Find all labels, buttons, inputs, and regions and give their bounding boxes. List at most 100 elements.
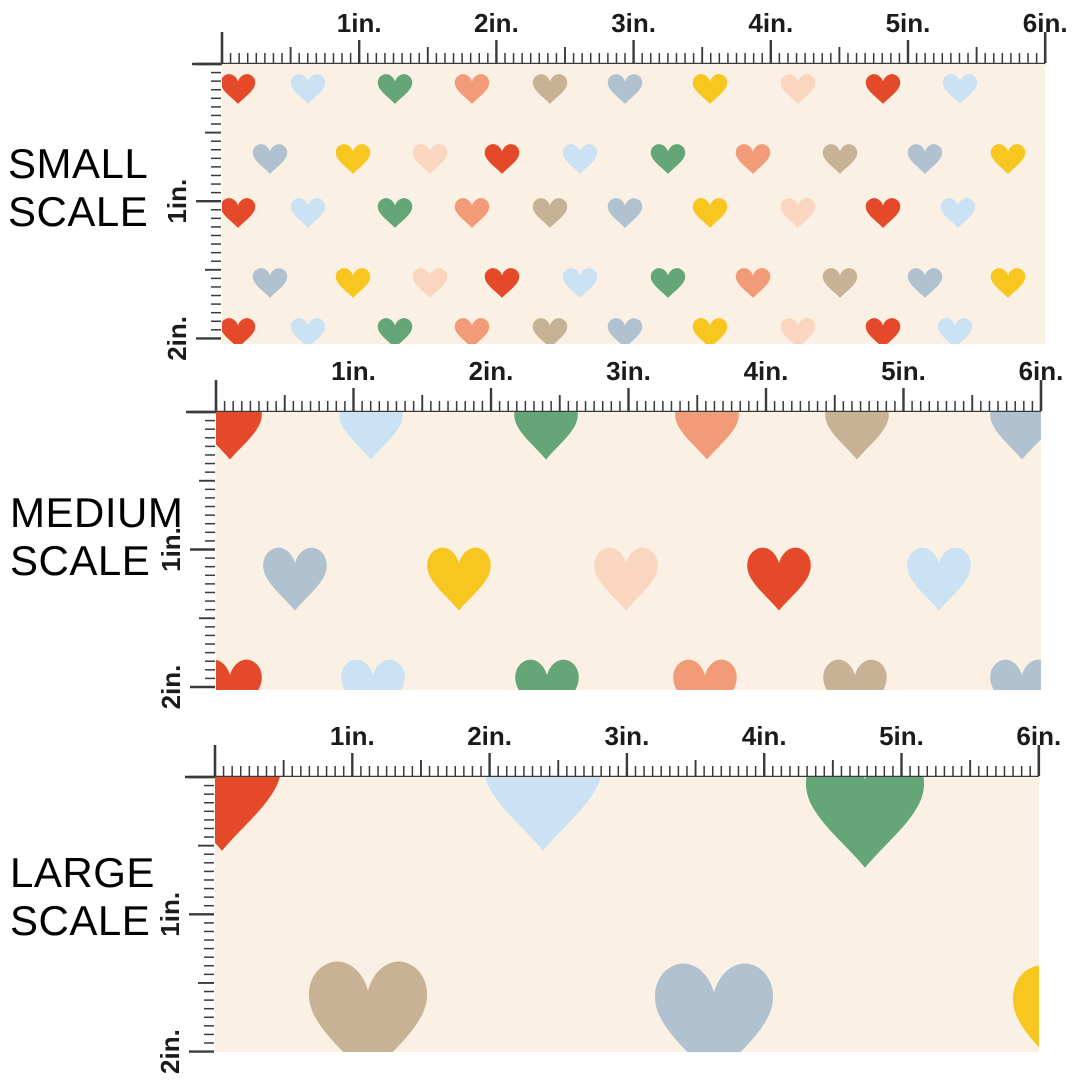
heart-shape-salmon [454, 73, 490, 104]
heart-shape-red [865, 197, 901, 228]
heart-shape-green [514, 412, 578, 460]
h-ruler-label: 1in. [337, 8, 382, 38]
heart-shape-yellow [692, 73, 728, 104]
heart-shape-red [216, 659, 262, 690]
h-ruler-label: 3in. [605, 721, 650, 751]
heart-shape-red [865, 73, 901, 104]
heart-shape-green [650, 267, 686, 298]
panel-title-line: SCALE [8, 188, 149, 235]
h-ruler-label: 6in. [1023, 8, 1068, 38]
h-ruler-label: 2in. [474, 8, 519, 38]
heart-shape-tan [532, 317, 568, 344]
small-scale-swatch [222, 64, 1046, 344]
h-ruler-label: 3in. [606, 356, 651, 386]
heart-shape-light_pink [780, 73, 816, 104]
heart-shape-yellow [335, 143, 371, 174]
heart-shape-light_pink [412, 143, 448, 174]
heart-shape-salmon [454, 197, 490, 228]
heart-shape-yellow [427, 547, 491, 611]
heart-shape-light_blue [562, 143, 598, 174]
v-ruler-label: 2in. [155, 1029, 185, 1074]
heart-shape-red [215, 777, 280, 851]
heart-shape-tan [309, 961, 427, 1052]
heart-shape-light_pink [412, 267, 448, 298]
panel-title-line: MEDIUM [10, 489, 184, 536]
heart-shape-gray_blue [655, 963, 773, 1052]
heart-shape-gray_blue [607, 73, 643, 104]
heart-shape-tan [822, 267, 858, 298]
medium-scale-swatch [216, 412, 1041, 690]
heart-shape-gray_blue [252, 267, 288, 298]
heart-shape-salmon [454, 317, 490, 344]
heart-shape-yellow [1013, 965, 1039, 1048]
heart-shape-green [515, 659, 579, 690]
h-ruler-label: 1in. [331, 356, 376, 386]
heart-shape-light_blue [290, 73, 326, 104]
heart-shape-green [377, 317, 413, 344]
heart-shape-green [806, 777, 924, 868]
panel-title-line: SCALE [10, 897, 151, 944]
heart-shape-light_blue [339, 412, 403, 460]
v-ruler-label: 2in. [156, 665, 186, 710]
heart-shape-salmon [673, 659, 737, 690]
heart-shape-green [377, 197, 413, 228]
heart-shape-tan [532, 197, 568, 228]
heart-shape-tan [823, 659, 887, 690]
h-ruler-label: 5in. [881, 356, 926, 386]
heart-shape-light_blue [942, 73, 978, 104]
heart-shape-red [222, 317, 256, 344]
heart-shape-gray_blue [907, 143, 943, 174]
medium-scale-title: MEDIUM SCALE [10, 489, 183, 585]
heart-shape-green [650, 143, 686, 174]
heart-shape-gray_blue [607, 197, 643, 228]
large-scale-swatch [215, 777, 1039, 1052]
h-ruler-label: 2in. [467, 721, 512, 751]
heart-shape-light_blue [485, 777, 601, 851]
h-ruler-label: 6in. [1016, 721, 1061, 751]
heart-shape-light_blue [940, 197, 976, 228]
heart-shape-gray_blue [607, 317, 643, 344]
v-ruler-label: 1in. [155, 892, 185, 937]
h-ruler-label: 4in. [748, 8, 793, 38]
heart-shape-tan [822, 143, 858, 174]
heart-shape-gray_blue [990, 659, 1041, 690]
v-ruler-label: 1in. [162, 179, 192, 224]
heart-shape-light_blue [290, 197, 326, 228]
heart-shape-salmon [735, 267, 771, 298]
heart-shape-red [865, 317, 901, 344]
panel-title-line: SMALL [8, 140, 149, 187]
h-ruler-label: 1in. [330, 721, 375, 751]
h-ruler-label: 6in. [1019, 356, 1064, 386]
heart-shape-light_blue [290, 317, 326, 344]
heart-shape-light_blue [907, 547, 971, 611]
heart-shape-yellow [692, 197, 728, 228]
h-ruler-label: 4in. [742, 721, 787, 751]
h-ruler-label: 5in. [879, 721, 924, 751]
heart-shape-light_blue [341, 659, 405, 690]
panel-title-line: LARGE [10, 849, 155, 896]
heart-shape-light_pink [594, 547, 658, 611]
heart-shape-salmon [675, 412, 739, 460]
heart-shape-red [747, 547, 811, 611]
heart-shape-yellow [990, 267, 1026, 298]
heart-shape-tan [532, 73, 568, 104]
heart-shape-yellow [335, 267, 371, 298]
h-ruler-label: 2in. [469, 356, 514, 386]
heart-shape-salmon [735, 143, 771, 174]
heart-shape-red [484, 267, 520, 298]
heart-shape-gray_blue [907, 267, 943, 298]
heart-shape-red [222, 197, 256, 228]
heart-shape-light_blue [937, 317, 973, 344]
heart-shape-gray_blue [252, 143, 288, 174]
heart-shape-gray_blue [990, 412, 1041, 460]
heart-shape-yellow [692, 317, 728, 344]
heart-shape-tan [825, 412, 889, 460]
v-ruler-label: 2in. [162, 316, 192, 361]
heart-shape-light_pink [780, 317, 816, 344]
h-ruler-label: 5in. [886, 8, 931, 38]
heart-shape-gray_blue [263, 547, 327, 611]
panel-title-line: SCALE [10, 537, 151, 584]
large-scale-title: LARGE SCALE [10, 849, 155, 945]
heart-shape-red [216, 412, 262, 460]
